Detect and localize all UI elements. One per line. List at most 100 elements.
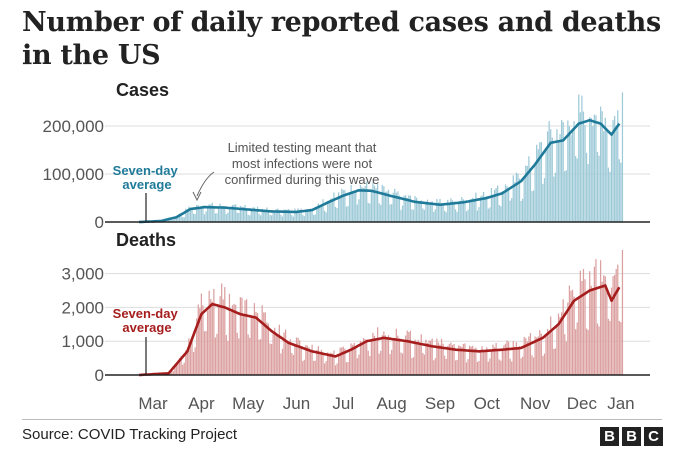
deaths-daily-bar xyxy=(355,348,357,375)
deaths-daily-bar xyxy=(345,362,348,375)
cases-daily-bar xyxy=(445,212,447,222)
cases-daily-bar xyxy=(551,137,553,222)
cases-daily-bar xyxy=(550,129,552,222)
deaths-daily-bar xyxy=(325,361,327,375)
deaths-average-label-line-2: average xyxy=(122,320,171,335)
deaths-daily-bar xyxy=(316,350,318,375)
deaths-daily-bar xyxy=(305,345,307,375)
deaths-daily-bar xyxy=(313,360,315,375)
deaths-daily-bar xyxy=(264,312,266,375)
deaths-daily-bar xyxy=(503,345,505,375)
deaths-daily-bar xyxy=(342,346,344,375)
deaths-daily-bar xyxy=(330,352,332,375)
deaths-daily-bar xyxy=(556,323,558,375)
cases-daily-bar xyxy=(543,178,546,222)
deaths-daily-bar xyxy=(405,335,407,375)
deaths-daily-bar xyxy=(601,281,603,375)
cases-daily-bar xyxy=(593,114,595,222)
deaths-daily-bar xyxy=(520,358,522,375)
cases-daily-bar xyxy=(526,165,528,222)
cases-daily-bar xyxy=(522,198,524,222)
deaths-daily-bar xyxy=(238,338,240,375)
cases-daily-bar xyxy=(609,171,611,222)
cases-daily-bar xyxy=(361,187,363,222)
cases-daily-bar xyxy=(562,122,564,222)
deaths-daily-bar xyxy=(192,352,195,375)
deaths-daily-bar xyxy=(447,345,449,375)
deaths-daily-bar xyxy=(370,340,372,375)
deaths-daily-bar xyxy=(403,342,405,375)
cases-annotation-arrow xyxy=(196,171,215,197)
cases-daily-bar xyxy=(227,212,229,222)
deaths-daily-bar xyxy=(364,339,366,375)
deaths-daily-bar xyxy=(221,283,223,375)
cases-daily-bar xyxy=(344,190,346,222)
cases-daily-bar xyxy=(339,195,341,222)
deaths-daily-bar xyxy=(233,303,235,375)
cases-average-label: Seven-day average xyxy=(113,163,182,192)
deaths-daily-bar xyxy=(236,332,238,375)
deaths-daily-bar xyxy=(490,350,493,375)
deaths-daily-bar xyxy=(328,353,330,375)
cases-daily-bar xyxy=(546,131,549,222)
deaths-daily-bar xyxy=(440,338,443,375)
deaths-daily-bar xyxy=(171,372,173,375)
deaths-daily-bar xyxy=(356,358,358,375)
deaths-daily-bar xyxy=(462,343,464,375)
deaths-y-tick-label: 0 xyxy=(95,366,104,385)
cases-daily-bar xyxy=(545,150,547,222)
deaths-daily-bar xyxy=(300,346,302,375)
deaths-daily-bar xyxy=(292,354,295,375)
cases-daily-bar xyxy=(610,132,613,222)
deaths-daily-bar xyxy=(614,275,616,375)
cases-daily-bar xyxy=(598,155,600,222)
cases-daily-bar xyxy=(589,117,591,222)
cases-daily-bar xyxy=(303,216,305,222)
deaths-y-tick-label: 3,000 xyxy=(61,265,104,284)
deaths-daily-bar xyxy=(553,349,555,375)
cases-daily-bar xyxy=(192,213,195,222)
cases-daily-bar xyxy=(289,211,291,222)
deaths-daily-bar xyxy=(483,350,485,375)
cases-daily-bar xyxy=(314,214,316,222)
cases-daily-bar xyxy=(319,206,321,222)
cases-daily-bar xyxy=(403,195,405,222)
cases-daily-bar xyxy=(534,164,536,222)
deaths-daily-bar xyxy=(362,338,365,375)
deaths-daily-bar xyxy=(484,350,486,375)
cases-daily-bar xyxy=(316,207,318,222)
cases-daily-bar xyxy=(196,205,198,222)
cases-daily-bar xyxy=(284,209,287,222)
cases-daily-bar xyxy=(225,214,227,222)
deaths-daily-bar xyxy=(590,285,592,375)
cases-daily-bar xyxy=(376,183,379,222)
deaths-daily-bar xyxy=(579,270,581,375)
cases-daily-bar xyxy=(200,207,203,222)
deaths-daily-bar xyxy=(186,351,188,375)
cases-daily-bar xyxy=(419,200,421,222)
deaths-daily-bar xyxy=(347,362,349,375)
deaths-daily-bar xyxy=(589,271,591,375)
deaths-daily-bar xyxy=(263,312,265,375)
cases-daily-bar xyxy=(476,210,479,222)
deaths-daily-bar xyxy=(203,331,206,375)
cases-daily-bar xyxy=(503,191,505,222)
deaths-daily-bar xyxy=(339,347,341,375)
deaths-daily-bar xyxy=(598,326,600,375)
deaths-daily-bar xyxy=(451,345,454,375)
cases-daily-bar xyxy=(567,120,569,222)
deaths-daily-bar xyxy=(341,347,343,375)
deaths-daily-bar xyxy=(174,364,176,375)
cases-daily-bar xyxy=(458,201,460,222)
cases-daily-bar xyxy=(478,207,480,222)
cases-daily-bar xyxy=(422,208,424,222)
deaths-daily-bar xyxy=(459,346,461,375)
deaths-daily-bar xyxy=(258,339,260,375)
cases-annotation-line-2: most infections were not xyxy=(232,156,373,171)
cases-daily-bar xyxy=(584,125,586,222)
month-label-jun: Jun xyxy=(283,394,310,413)
x-axis-month-labels: Mar Apr May Jun Jul Aug Sep Oct Nov Dec Jan xyxy=(138,394,634,413)
cases-daily-bar xyxy=(264,211,266,222)
deaths-daily-bar xyxy=(473,348,475,375)
deaths-daily-bar xyxy=(564,334,566,375)
